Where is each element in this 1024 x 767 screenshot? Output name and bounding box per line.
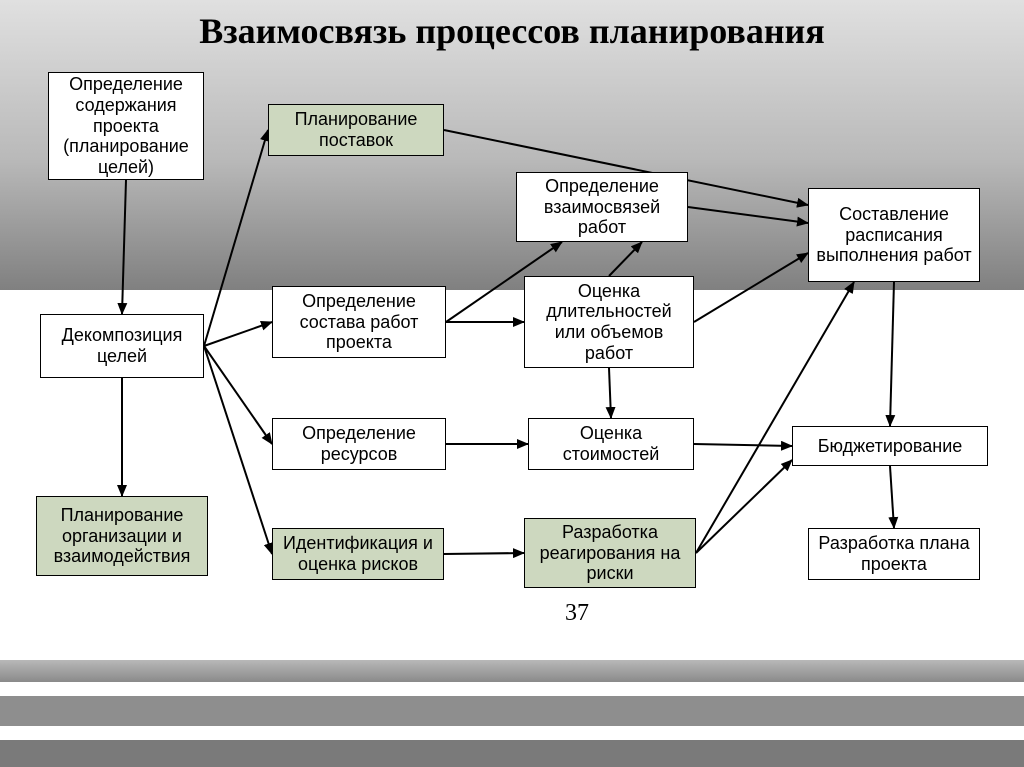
node-label: Определение содержания проекта (планиров… (53, 74, 199, 177)
node-label: Составление расписания выполнения работ (813, 204, 975, 266)
flowchart-node: Определение состава работ проекта (272, 286, 446, 358)
flowchart-edge (204, 322, 272, 346)
flowchart-node: Составление расписания выполнения работ (808, 188, 980, 282)
node-label: Оценка стоимостей (533, 423, 689, 464)
slide-title: Взаимосвязь процессов планирования (0, 10, 1024, 52)
flowchart-node: Идентификация и оценка рисков (272, 528, 444, 580)
flowchart-node: Бюджетирование (792, 426, 988, 466)
page-number: 37 (565, 600, 589, 627)
flowchart-node: Оценка длительностей или объемов работ (524, 276, 694, 368)
flowchart-node: Определение содержания проекта (планиров… (48, 72, 204, 180)
flowchart-node: Планирование организации и взаимодействи… (36, 496, 208, 576)
flowchart-edge (890, 282, 894, 426)
slide: Взаимосвязь процессов планирования Опред… (0, 0, 1024, 767)
node-label: Определение состава работ проекта (277, 291, 441, 353)
flowchart-edge (694, 444, 792, 446)
flowchart-node: Разработка плана проекта (808, 528, 980, 580)
flowchart-edge (609, 368, 611, 418)
flowchart-node: Планирование поставок (268, 104, 444, 156)
flowchart-node: Разработка реагирования на риски (524, 518, 696, 588)
node-label: Определение ресурсов (277, 423, 441, 464)
flowchart-edge (890, 466, 894, 528)
node-label: Определение взаимосвязей работ (521, 176, 683, 238)
node-label: Планирование организации и взаимодействи… (41, 505, 203, 567)
flowchart-node: Декомпозиция целей (40, 314, 204, 378)
node-label: Разработка реагирования на риски (529, 522, 691, 584)
flowchart-node: Определение взаимосвязей работ (516, 172, 688, 242)
node-label: Планирование поставок (273, 109, 439, 150)
flowchart-edge (696, 460, 792, 553)
node-label: Декомпозиция целей (45, 325, 199, 366)
flowchart-edge (696, 282, 854, 553)
node-label: Разработка плана проекта (813, 533, 975, 574)
bg-gradient-bottom (0, 660, 1024, 767)
node-label: Оценка длительностей или объемов работ (529, 281, 689, 364)
flowchart-edge (204, 346, 272, 444)
flowchart-edge (444, 553, 524, 554)
flowchart-node: Оценка стоимостей (528, 418, 694, 470)
node-label: Бюджетирование (818, 436, 963, 457)
flowchart-node: Определение ресурсов (272, 418, 446, 470)
flowchart-edge (204, 346, 272, 554)
node-label: Идентификация и оценка рисков (277, 533, 439, 574)
